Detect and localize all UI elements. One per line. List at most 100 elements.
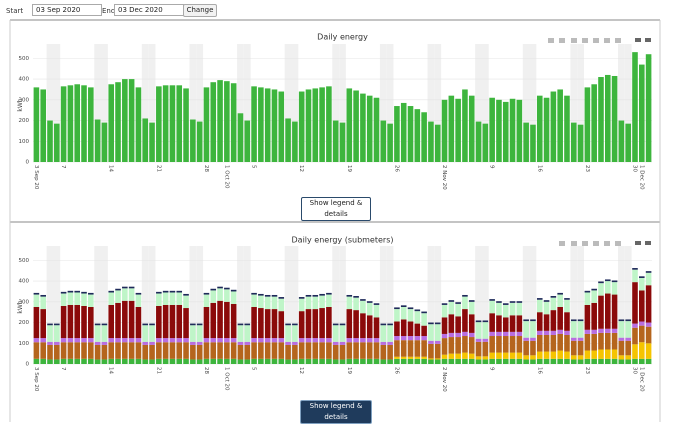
bar-segment <box>455 353 461 359</box>
bar-segment <box>625 340 631 356</box>
toolbar-icon[interactable] <box>615 38 621 43</box>
bar-segment <box>373 338 380 343</box>
bar-segment <box>584 329 591 334</box>
legend-button[interactable]: Show legend & details <box>301 197 371 221</box>
weekend-band <box>101 246 108 364</box>
toolbar-icon[interactable] <box>635 241 641 245</box>
weekend-band <box>291 246 299 364</box>
change-button[interactable]: Change <box>183 4 217 17</box>
bar-segment <box>441 354 448 359</box>
bar-segment <box>604 358 611 364</box>
toolbar-icon[interactable] <box>559 38 565 43</box>
weekend-band <box>481 246 489 364</box>
toolbar-icon[interactable] <box>645 38 651 42</box>
legend-button[interactable]: Show legend & details <box>300 400 372 424</box>
bar-segment <box>108 304 115 339</box>
bar-segment <box>475 341 482 357</box>
bar-segment <box>312 296 319 310</box>
toolbar-icon[interactable] <box>645 241 651 245</box>
weekend-band <box>339 246 346 364</box>
bar-segment <box>455 332 461 338</box>
bar-segment <box>536 334 543 352</box>
bar-segment <box>244 323 251 326</box>
bar-segment <box>169 292 176 305</box>
toolbar-icon[interactable] <box>635 38 641 42</box>
y-axis-label: kWh <box>17 98 24 111</box>
bar-segment <box>639 342 645 359</box>
bar-segment <box>210 290 217 303</box>
bar-segment <box>332 344 339 360</box>
start-input[interactable]: 03 Sep 2020 <box>32 4 102 16</box>
bar-segment <box>81 358 87 364</box>
bar-segment <box>536 330 543 335</box>
weekend-band <box>427 44 435 162</box>
bar-segment <box>54 341 60 345</box>
bar-segment <box>292 325 298 342</box>
bar-segment <box>353 297 359 311</box>
bar-segment <box>162 304 169 339</box>
weekend-band <box>617 44 625 162</box>
bar-segment <box>475 338 482 342</box>
weekend-band <box>434 246 442 364</box>
toolbar-icon[interactable] <box>604 38 610 43</box>
bar-segment <box>94 325 101 342</box>
bar-segment <box>40 294 46 297</box>
bar-segment <box>135 358 142 364</box>
bar-segment <box>394 340 400 357</box>
bar-segment <box>482 322 489 339</box>
bar-segment <box>428 324 434 341</box>
bar-segment <box>224 287 230 290</box>
bar-segment <box>339 341 346 345</box>
bar <box>88 87 94 162</box>
toolbar-icon[interactable] <box>615 241 621 246</box>
bar-segment <box>33 342 40 359</box>
bar-segment <box>217 358 223 364</box>
bar-segment <box>237 344 244 360</box>
toolbar-icon[interactable] <box>559 241 565 246</box>
toolbar-icon[interactable] <box>571 38 577 43</box>
bar-segment <box>230 342 237 359</box>
bar-segment <box>489 300 495 314</box>
bar <box>462 89 468 162</box>
toolbar-icon[interactable] <box>548 38 554 43</box>
toolbar-icon[interactable] <box>582 38 588 43</box>
toolbar-icon[interactable] <box>582 241 588 246</box>
weekend-band <box>475 246 482 364</box>
bar-segment <box>536 358 543 364</box>
bar-segment <box>60 305 67 339</box>
y-tick-label: 400 <box>19 77 30 83</box>
bar-segment <box>550 296 557 298</box>
bar <box>577 124 584 162</box>
bar-segment <box>400 307 407 320</box>
bar-segment <box>482 338 489 342</box>
bar-segment <box>319 342 325 359</box>
toolbar-icon[interactable] <box>593 38 599 43</box>
weekend-band <box>379 44 387 162</box>
end-input[interactable]: 03 Dec 2020 <box>114 4 184 16</box>
bar-segment <box>312 342 319 359</box>
bar-segment <box>244 325 251 342</box>
bar-segment <box>115 288 121 291</box>
bar-segment <box>400 356 407 359</box>
toolbar-icon[interactable] <box>604 241 610 246</box>
bar-segment <box>60 342 67 359</box>
bar-segment <box>169 338 176 343</box>
toolbar-icon[interactable] <box>571 241 577 246</box>
x-tick-label: 19 <box>346 165 352 172</box>
weekend-band <box>284 246 292 364</box>
bar-segment <box>142 325 149 342</box>
bar-segment <box>557 307 563 330</box>
bar-segment <box>54 359 60 364</box>
bar-segment <box>496 315 502 332</box>
bar-segment <box>400 319 407 337</box>
bar-segment <box>230 303 237 339</box>
bar-segment <box>190 341 196 345</box>
toolbar-icon[interactable] <box>593 241 599 246</box>
bar <box>244 120 251 162</box>
bar-segment <box>489 358 495 364</box>
bar-segment <box>373 358 380 364</box>
bar-segment <box>462 331 468 337</box>
bar-segment <box>468 314 475 333</box>
bar <box>101 122 108 162</box>
y-tick-label: 0 <box>26 160 30 166</box>
